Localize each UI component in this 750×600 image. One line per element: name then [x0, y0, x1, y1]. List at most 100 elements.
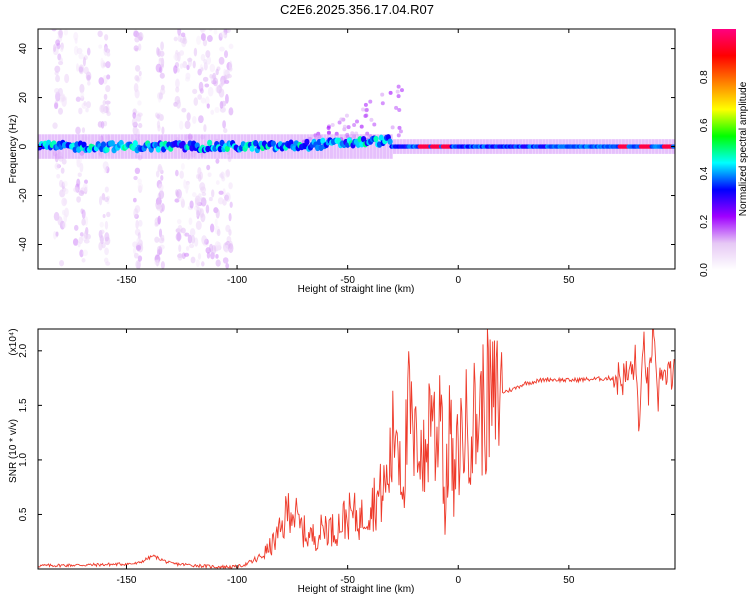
spectrogram-y-ticks: -40 -20 0 20 40: [18, 43, 675, 252]
heatmap-cell: [199, 88, 204, 94]
heatmap-cell: [304, 138, 310, 146]
heatmap-cell: [228, 182, 233, 190]
heatmap-cell: [398, 129, 403, 134]
heatmap-cell: [228, 43, 234, 50]
heatmap-cell: [225, 224, 231, 233]
heatmap-cell: [59, 93, 66, 103]
spectrogram-x-label: Height of straight line (km): [298, 284, 415, 295]
heatmap-cell: [176, 99, 181, 109]
heatmap-cell: [155, 63, 162, 73]
heatmap-cell: [203, 59, 208, 65]
heatmap-cell: [58, 179, 64, 188]
heatmap-cell: [225, 169, 230, 177]
heatmap-cell: [180, 140, 186, 148]
heatmap-cell: [83, 101, 87, 106]
heatmap-cell: [369, 134, 373, 159]
heatmap-cell: [200, 97, 207, 104]
y-tick-label: -40: [18, 237, 29, 252]
heatmap-cell: [183, 252, 190, 257]
colorbar: 0.0 0.2 0.4 0.6 0.8 Normalized spectral ampl…: [699, 29, 749, 277]
heatmap-cell: [214, 106, 220, 114]
heatmap-cell: [73, 31, 79, 41]
heatmap-cell: [195, 259, 200, 268]
heatmap-cell: [363, 102, 368, 107]
heatmap-cell: [195, 198, 200, 209]
heatmap-cell: [206, 35, 213, 43]
heatmap-cell: [99, 104, 105, 113]
heatmap-cell: [53, 44, 57, 53]
heatmap-cell: [177, 29, 182, 36]
heatmap-cell: [160, 261, 165, 269]
heatmap-cell: [54, 162, 60, 170]
heatmap-cell: [173, 53, 178, 61]
heatmap-cell: [72, 238, 79, 246]
heatmap-cell: [364, 113, 369, 118]
heatmap-cell: [154, 222, 159, 227]
heatmap-cell: [76, 196, 81, 203]
heatmap-cell: [62, 221, 67, 229]
heatmap-cell: [202, 76, 209, 82]
heatmap-cell: [225, 263, 230, 269]
heatmap-cell: [181, 107, 187, 113]
heatmap-cell: [219, 139, 225, 147]
heatmap-cell: [197, 166, 202, 176]
heatmap-cell: [206, 252, 211, 259]
heatmap-cell: [214, 218, 218, 228]
heatmap-cell: [154, 259, 159, 266]
heatmap-cell: [103, 46, 109, 56]
heatmap-cell: [158, 190, 165, 200]
heatmap-cell: [221, 100, 227, 107]
heatmap-cell: [82, 183, 88, 193]
heatmap-cell: [85, 101, 92, 109]
heatmap-cell: [179, 120, 184, 130]
heatmap-cell: [101, 192, 106, 201]
snr-y-label: SNR (10 * v/v): [8, 419, 19, 483]
heatmap-cell: [213, 29, 218, 35]
heatmap-cell: [79, 232, 84, 237]
heatmap-cell: [196, 35, 201, 46]
x-tick-label: 0: [455, 575, 461, 586]
heatmap-cell: [158, 92, 164, 100]
heatmap-cell: [329, 134, 333, 159]
heatmap-cell: [110, 134, 114, 159]
y-tick-label: 0.5: [18, 507, 29, 521]
heatmap-cell: [216, 228, 221, 237]
heatmap-cell: [336, 134, 340, 159]
heatmap-cell: [396, 84, 401, 89]
heatmap-cell: [270, 134, 274, 159]
heatmap-cell: [397, 108, 402, 113]
heatmap-cell: [200, 33, 206, 41]
heatmap-cell: [56, 173, 61, 179]
heatmap-cell: [106, 211, 111, 218]
heatmap-cell: [179, 50, 185, 56]
heatmap-cell: [84, 179, 88, 185]
heatmap-cell: [51, 29, 57, 32]
heatmap-cell: [320, 137, 326, 145]
heatmap-cell: [137, 100, 142, 106]
heatmap-cell: [59, 57, 63, 63]
heatmap-cell: [211, 244, 217, 255]
snr-y-multiplier: (x10⁴): [8, 328, 19, 355]
heatmap-cell: [87, 80, 91, 86]
heatmap-cell: [102, 99, 107, 106]
heatmap-cell: [154, 236, 160, 243]
heatmap-cell: [133, 197, 137, 203]
heatmap-cell: [387, 138, 393, 145]
heatmap-cell: [215, 259, 221, 267]
heatmap-cell: [198, 193, 202, 200]
heatmap-cell: [61, 158, 67, 165]
x-tick-label: -150: [116, 575, 136, 586]
heatmap-cell: [192, 115, 197, 124]
heatmap-cell: [373, 134, 377, 159]
heatmap-cell: [395, 89, 400, 94]
heatmap-cell: [137, 182, 144, 191]
heatmap-cell: [133, 175, 138, 181]
heatmap-cell: [225, 192, 231, 203]
heatmap-cell: [190, 235, 196, 244]
heatmap-cell: [178, 244, 182, 253]
heatmap-cell: [188, 217, 193, 226]
heatmap-cell: [158, 183, 164, 192]
heatmap-cell: [209, 223, 215, 233]
x-tick-label: 50: [563, 575, 575, 586]
heatmap-cell: [207, 139, 213, 147]
